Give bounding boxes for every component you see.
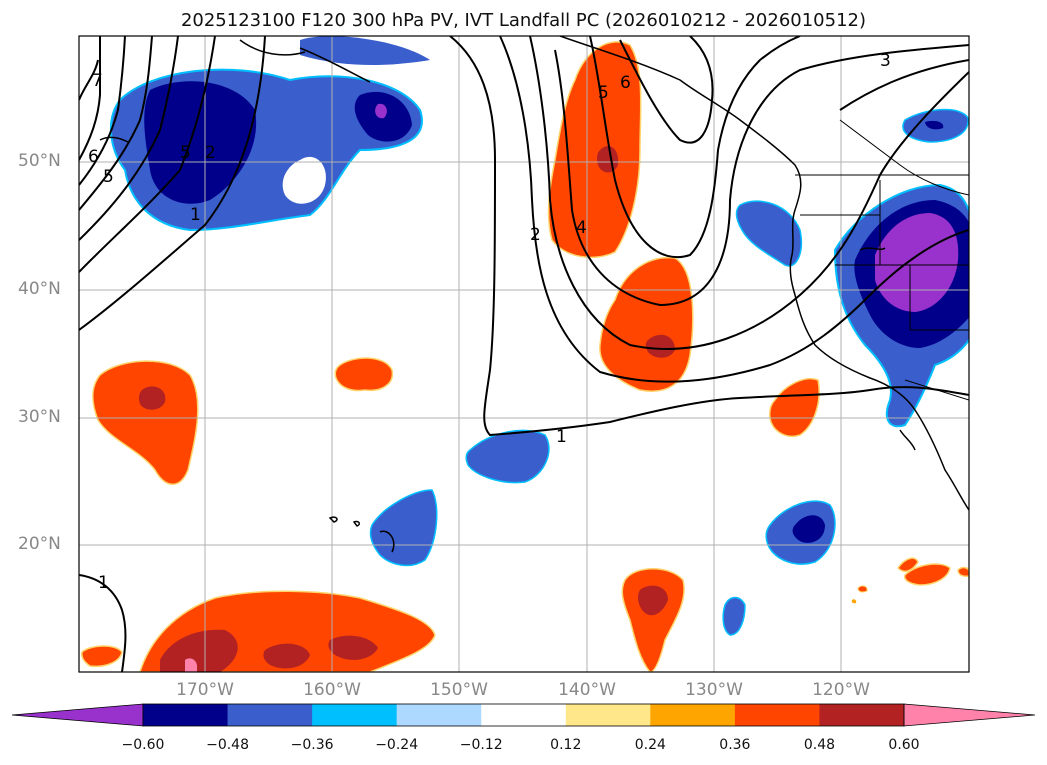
lat-label-30n: 30°N bbox=[18, 407, 61, 427]
colorbar-cell bbox=[396, 704, 482, 726]
colorbar-tick-label: 0.12 bbox=[550, 737, 582, 753]
lon-label-170w: 170°W bbox=[176, 680, 234, 700]
colorbar-cell bbox=[819, 704, 905, 726]
contour-label: 2 bbox=[205, 143, 216, 163]
lat-label-40n: 40°N bbox=[18, 279, 61, 299]
colorbar-extend-max bbox=[903, 703, 1036, 727]
contour-label: 6 bbox=[88, 147, 99, 167]
colorbar-cell bbox=[734, 704, 820, 726]
lat-label-20n: 20°N bbox=[18, 534, 61, 554]
negative-pv-shading bbox=[109, 36, 969, 636]
colorbar-cell bbox=[481, 704, 567, 726]
colorbar bbox=[11, 703, 1036, 727]
colorbar-cell bbox=[143, 704, 229, 726]
map-panel: 1 1 1 2 3 4 5 5 6 6 7 2 5 bbox=[78, 35, 970, 673]
pc-contours bbox=[79, 36, 969, 672]
lon-label-160w: 160°W bbox=[303, 680, 361, 700]
lon-label-140w: 140°W bbox=[558, 680, 616, 700]
lat-label-50n: 50°N bbox=[18, 151, 61, 171]
colorbar-cell bbox=[227, 704, 313, 726]
contour-label: 1 bbox=[190, 205, 201, 225]
lon-label-120w: 120°W bbox=[812, 680, 870, 700]
colorbar-tick-label: −0.36 bbox=[290, 737, 334, 753]
contour-labels: 1 1 1 2 3 4 5 5 6 6 7 2 5 bbox=[88, 51, 891, 593]
map-title: 2025123100 F120 300 hPa PV, IVT Landfall… bbox=[180, 10, 867, 31]
contour-label: 7 bbox=[92, 71, 103, 91]
colorbar-tick-label: −0.48 bbox=[206, 737, 249, 753]
lon-label-130w: 130°W bbox=[685, 680, 743, 700]
colorbar-extend-min bbox=[11, 703, 144, 727]
colorbar-tick-label: −0.60 bbox=[121, 737, 165, 753]
contour-label: 5 bbox=[103, 167, 114, 187]
colorbar-cell bbox=[650, 704, 736, 726]
colorbar-cell bbox=[565, 704, 651, 726]
colorbar-frame bbox=[142, 703, 905, 727]
colorbar-cell bbox=[312, 704, 398, 726]
political-borders bbox=[795, 119, 969, 401]
lon-label-150w: 150°W bbox=[430, 680, 488, 700]
colorbar-tick-label: 0.36 bbox=[719, 737, 751, 753]
contour-label: 1 bbox=[98, 573, 109, 593]
colorbar-tick-label: −0.24 bbox=[375, 737, 419, 753]
colorbar-tick-label: 0.48 bbox=[803, 737, 836, 753]
contour-label: 5 bbox=[598, 83, 609, 103]
contour-label: 1 bbox=[556, 427, 567, 447]
contour-label: 4 bbox=[576, 218, 587, 238]
contour-label: 6 bbox=[620, 73, 631, 93]
colorbar-tick-label: 0.24 bbox=[634, 737, 666, 753]
colorbar-tick-label: −0.12 bbox=[459, 737, 503, 753]
contour-label: 5 bbox=[180, 143, 191, 163]
contour-label: 3 bbox=[880, 51, 891, 71]
graticule bbox=[79, 36, 969, 672]
contour-label: 2 bbox=[530, 225, 541, 245]
map-frame bbox=[78, 35, 970, 673]
colorbar-tick-label: 0.60 bbox=[888, 737, 920, 753]
